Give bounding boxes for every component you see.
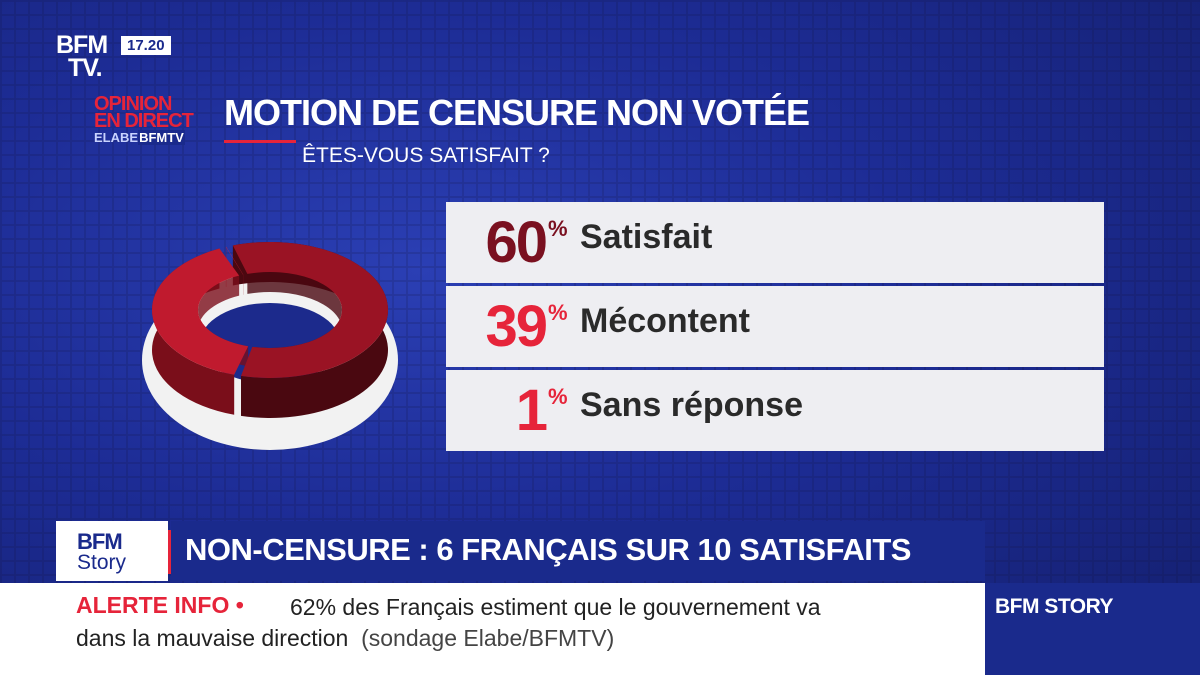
chart-title: MOTION DE CENSURE NON VOTÉE	[224, 92, 810, 133]
show-badge: BFM STORY	[985, 583, 1200, 675]
bfm-story-logo: BFM Story	[56, 521, 168, 581]
show-name: BFM STORY	[995, 595, 1114, 618]
partner-bfmtv: BFMTV	[138, 130, 185, 145]
channel-logo-line2: TV.	[68, 54, 103, 82]
clock: 17.20	[121, 36, 171, 55]
alert-label: ALERTE INFO •	[76, 592, 244, 618]
ticker-line2-text: dans la mauvaise direction	[76, 625, 349, 651]
channel-logo: BFM TV.	[56, 31, 108, 82]
news-ticker	[0, 583, 985, 675]
result-value-satisfait: 60	[485, 210, 548, 275]
channel-logo-line1: BFM	[56, 31, 108, 59]
donut-slices	[151, 242, 388, 418]
partner-elabe: ELABE	[94, 130, 139, 145]
result-row-mecontent: 39 % Mécontent	[446, 286, 1104, 367]
opinion-brand: OPINION EN DIRECT ELABEBFMTV	[94, 93, 212, 145]
result-label-sans-reponse: Sans réponse	[580, 386, 803, 424]
ticker-line1: 62% des Français estiment que le gouvern…	[290, 594, 821, 620]
bfm-story-logo-line2: Story	[77, 551, 127, 574]
donut-chart	[142, 242, 398, 450]
opinion-partners: ELABEBFMTV	[94, 130, 212, 145]
opinion-line1: OPINION	[94, 93, 172, 115]
donut-slice-satisfait	[232, 242, 388, 378]
result-unit-satisfait: %	[548, 216, 568, 241]
ticker-source: (sondage Elabe/BFMTV)	[361, 625, 615, 651]
opinion-line2: EN DIRECT	[94, 110, 194, 132]
ticker-line2: dans la mauvaise direction (sondage Elab…	[76, 625, 614, 652]
result-row-satisfait: 60 % Satisfait	[446, 202, 1104, 283]
headline-text: NON-CENSURE : 6 FRANÇAIS SUR 10 SATISFAI…	[185, 532, 911, 567]
result-value-mecontent: 39	[485, 294, 548, 359]
banner-separator	[168, 530, 171, 574]
result-label-satisfait: Satisfait	[580, 218, 713, 256]
result-unit-mecontent: %	[548, 300, 568, 325]
chart-subtitle: ÊTES-VOUS SATISFAIT ?	[302, 144, 550, 167]
result-label-mecontent: Mécontent	[580, 302, 750, 340]
headline-banner: NON-CENSURE : 6 FRANÇAIS SUR 10 SATISFAI…	[171, 521, 985, 581]
donut-slice-sans-réponse	[225, 246, 244, 275]
donut-slice-mécontent	[151, 248, 249, 375]
title-underline	[224, 140, 296, 143]
result-row-sans-reponse: 1 % Sans réponse	[446, 370, 1104, 451]
result-unit-sans-reponse: %	[548, 384, 568, 409]
result-value-sans-reponse: 1	[515, 378, 548, 443]
bfm-story-logo-line1: BFM	[77, 529, 123, 554]
